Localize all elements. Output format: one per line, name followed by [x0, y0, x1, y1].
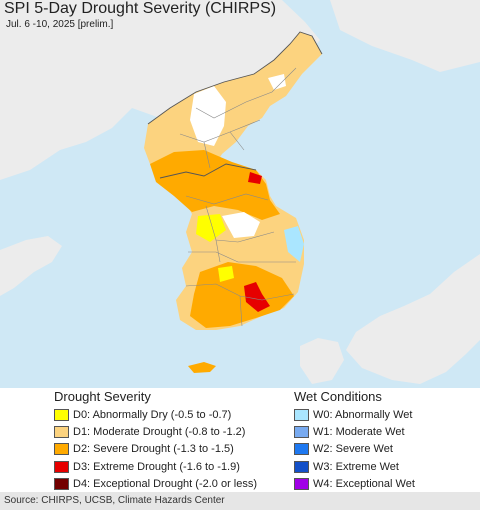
legend-label-w3: W3: Extreme Wet [313, 460, 399, 473]
legend-label-w4: W4: Exceptional Wet [313, 477, 415, 490]
legend-item-d2: D2: Severe Drought (-1.3 to -1.5) [54, 441, 257, 457]
source-bar: Source: CHIRPS, UCSB, Climate Hazards Ce… [0, 492, 480, 510]
land-northeast [330, 0, 480, 72]
province-boundaries [179, 67, 297, 327]
legend-item-d0: D0: Abnormally Dry (-0.5 to -0.7) [54, 407, 257, 423]
zone-d2-central [150, 150, 280, 220]
legend-item-w2: W2: Severe Wet [294, 441, 415, 457]
legend-label-w2: W2: Severe Wet [313, 443, 393, 456]
land-japan-kyushu [300, 338, 344, 384]
zone-w0-east [284, 226, 304, 262]
drought-map [0, 0, 480, 388]
legend-label-d1: D1: Moderate Drought (-0.8 to -1.2) [73, 426, 246, 439]
legend-item-w4: W4: Exceptional Wet [294, 476, 415, 492]
swatch-w4 [294, 477, 309, 490]
zone-d2-south [190, 262, 294, 328]
swatch-w3 [294, 460, 309, 473]
map-title: SPI 5-Day Drought Severity (CHIRPS) [4, 0, 277, 17]
legend-label-w1: W1: Moderate Wet [313, 426, 405, 439]
legend-label-d4: D4: Exceptional Drought (-2.0 or less) [73, 477, 258, 490]
legend-item-w1: W1: Moderate Wet [294, 424, 415, 440]
zone-d3-east [248, 172, 262, 184]
drought-legend-title: Drought Severity [54, 389, 151, 404]
land-northwest [0, 0, 320, 180]
source-text: Source: CHIRPS, UCSB, Climate Hazards Ce… [4, 495, 225, 506]
legend-item-d4: D4: Exceptional Drought (-2.0 or less) [54, 476, 257, 492]
zone-none-central [222, 212, 260, 238]
swatch-d4 [54, 477, 69, 490]
zone-none-northeast [268, 74, 286, 90]
swatch-d1 [54, 426, 69, 439]
swatch-w2 [294, 443, 309, 456]
zone-none-north [190, 86, 226, 146]
drought-legend: Drought Severity D0: Abnormally Dry (-0.… [0, 388, 290, 490]
north-korea [144, 32, 322, 178]
zone-d3-south [244, 282, 270, 312]
legend-item-d1: D1: Moderate Drought (-0.8 to -1.2) [54, 424, 257, 440]
swatch-d0 [54, 409, 69, 421]
land-shandong [0, 236, 62, 296]
legend-label-d3: D3: Extreme Drought (-1.6 to -1.9) [73, 460, 240, 473]
legend-label-w0: W0: Abnormally Wet [313, 409, 413, 421]
legend-item-w3: W3: Extreme Wet [294, 459, 415, 475]
swatch-w0 [294, 409, 309, 421]
land-japan-honshu [346, 254, 480, 384]
country-borders [147, 31, 323, 179]
zone-d2-jeju [188, 362, 216, 373]
zone-d0-west [196, 214, 226, 242]
legend-label-d2: D2: Severe Drought (-1.3 to -1.5) [73, 443, 234, 456]
wet-legend: Wet Conditions W0: Abnormally Wet W1: Mo… [290, 388, 480, 490]
legend-label-d0: D0: Abnormally Dry (-0.5 to -0.7) [73, 409, 232, 421]
swatch-d2 [54, 443, 69, 456]
zone-d0-south [218, 266, 234, 282]
legend-item-w0: W0: Abnormally Wet [294, 407, 415, 423]
map-subtitle: Jul. 6 -10, 2025 [prelim.] [6, 19, 114, 30]
swatch-w1 [294, 426, 309, 439]
wet-legend-title: Wet Conditions [294, 389, 382, 404]
swatch-d3 [54, 460, 69, 473]
legend-item-d3: D3: Extreme Drought (-1.6 to -1.9) [54, 459, 257, 475]
